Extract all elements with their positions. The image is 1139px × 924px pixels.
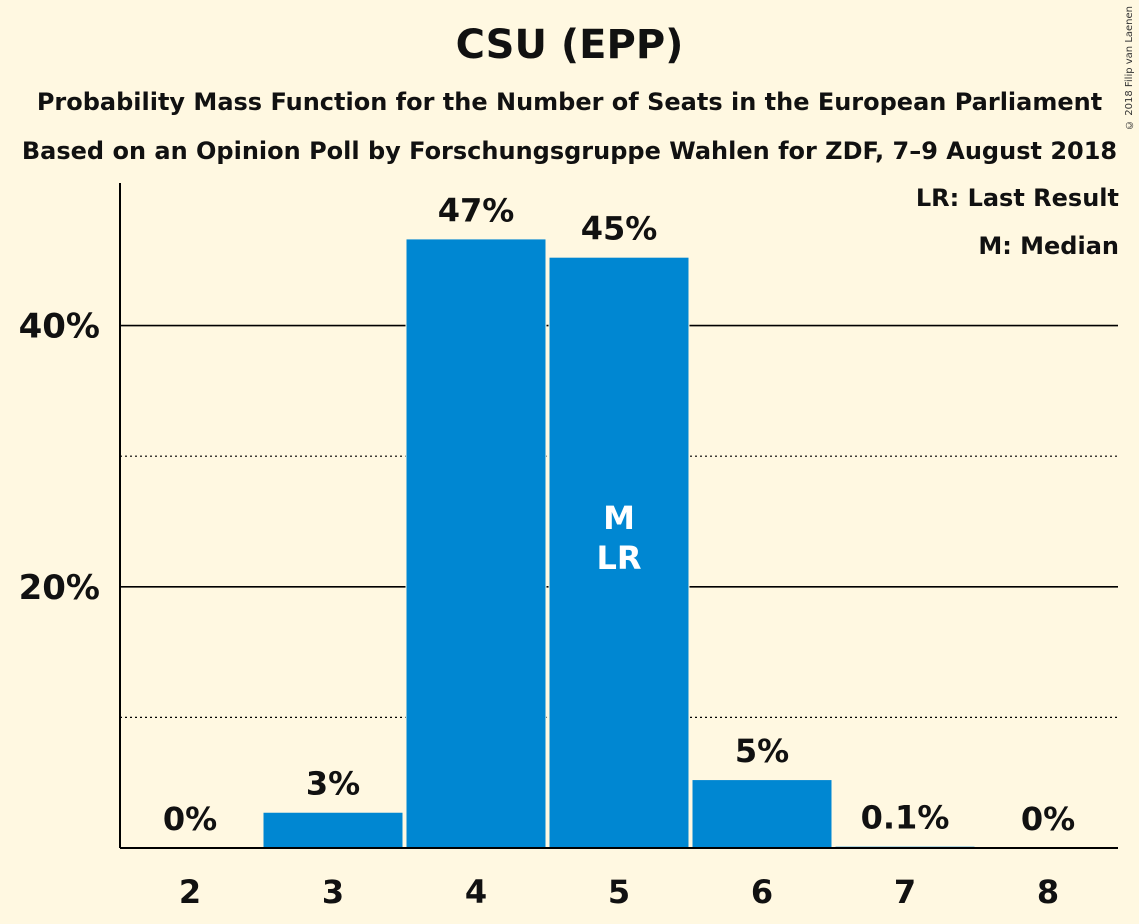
bar-4 [406, 239, 546, 849]
bar-annotation-m: M [603, 499, 635, 537]
x-tick-label-7: 7 [894, 873, 916, 911]
value-label-2: 0% [163, 800, 217, 838]
bar-6 [692, 780, 832, 848]
y-tick-label-40: 40% [19, 307, 100, 347]
value-label-5: 45% [581, 210, 658, 248]
legend-last-result: LR: Last Result [915, 184, 1119, 212]
bar-5 [549, 257, 689, 848]
legend-median: M: Median [978, 232, 1119, 260]
value-label-7: 0.1% [861, 799, 950, 837]
value-label-8: 0% [1021, 800, 1075, 838]
value-label-6: 5% [735, 732, 789, 770]
x-tick-label-3: 3 [322, 873, 344, 911]
chart-subtitle-1: Probability Mass Function for the Number… [36, 88, 1103, 116]
bar-3 [263, 812, 403, 848]
y-tick-label-20: 20% [19, 568, 100, 608]
x-tick-label-6: 6 [751, 873, 773, 911]
labels: 0% 2 3% 3 47% 4 45% 5 5% 6 0.1% 7 0% 8 MLR 20% 40% [19, 191, 1076, 911]
x-tick-label-4: 4 [465, 873, 487, 911]
x-tick-label-5: 5 [608, 873, 630, 911]
value-label-4: 47% [438, 191, 515, 229]
x-tick-label-8: 8 [1037, 873, 1059, 911]
chart-title: CSU (EPP) [455, 22, 684, 68]
value-label-3: 3% [306, 765, 360, 803]
axes [119, 183, 1118, 849]
x-tick-label-2: 2 [179, 873, 201, 911]
chart-subtitle-2: Based on an Opinion Poll by Forschungsgr… [21, 137, 1118, 165]
bars [262, 239, 976, 849]
bar-annotation-lr: LR [596, 539, 641, 577]
